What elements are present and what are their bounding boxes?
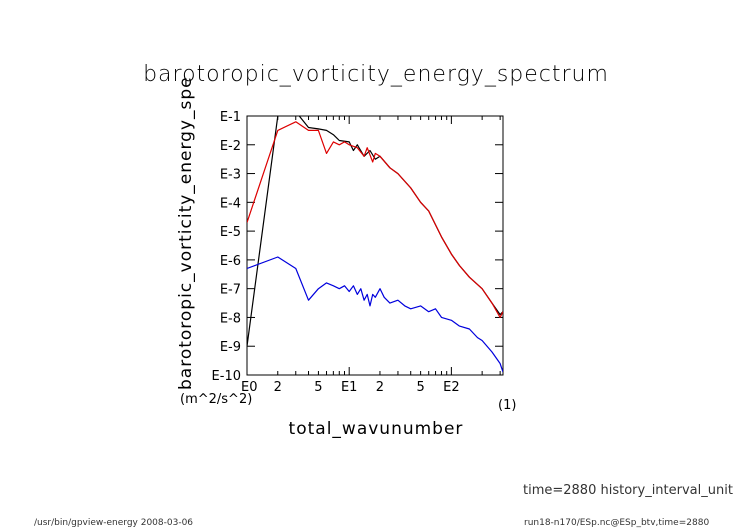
y-tick-label: E-4	[220, 196, 241, 211]
y-tick-label: E-8	[220, 311, 241, 326]
y-axis-unit: (m^2/s^2)	[180, 392, 253, 407]
y-tick-label: E-6	[220, 254, 241, 269]
y-axis-label: barotoropic_vorticity_energy_spe	[176, 76, 196, 390]
plot-area-border	[246, 115, 504, 376]
x-axis-label: total_wavunumber	[288, 419, 464, 439]
x-tick-label: 5	[314, 380, 322, 395]
x-tick-label: E2	[443, 380, 460, 395]
time-label: time=2880 history_interval_unit	[523, 483, 733, 498]
chart-title: barotoropic_vorticity_energy_spectrum	[143, 62, 609, 87]
series-line-3	[247, 256, 503, 373]
series-line-1	[247, 116, 503, 347]
plot-frame	[246, 115, 504, 376]
y-tick-label: E-10	[212, 369, 241, 384]
x-tick-label: 2	[274, 380, 282, 395]
x-tick-label: E1	[341, 380, 358, 395]
y-tick-label: E-1	[220, 110, 241, 125]
series-line-2	[247, 121, 503, 318]
y-tick-label: E-9	[220, 340, 241, 355]
axis-ticks: E0 2 5 E1 2 5 E2 E-1 E-2 E-3 E-4 E-5 E-6 E-7 E-8 E-9 E-1…	[212, 110, 503, 395]
y-tick-label: E-7	[220, 283, 241, 298]
x-axis-unit: (1)	[498, 398, 517, 413]
y-tick-label: E-5	[220, 225, 241, 240]
y-tick-label: E-3	[220, 168, 241, 183]
x-tick-label: 2	[376, 380, 384, 395]
footer-right: run18-n170/ESp.nc@ESp_btv,time=2880	[524, 518, 710, 528]
x-tick-label: 5	[416, 380, 424, 395]
footer-left: /usr/bin/gpview-energy 2008-03-06	[34, 518, 194, 528]
x-tick-label: E0	[241, 380, 258, 395]
y-tick-label: E-2	[220, 139, 241, 154]
series-lines	[247, 116, 503, 373]
